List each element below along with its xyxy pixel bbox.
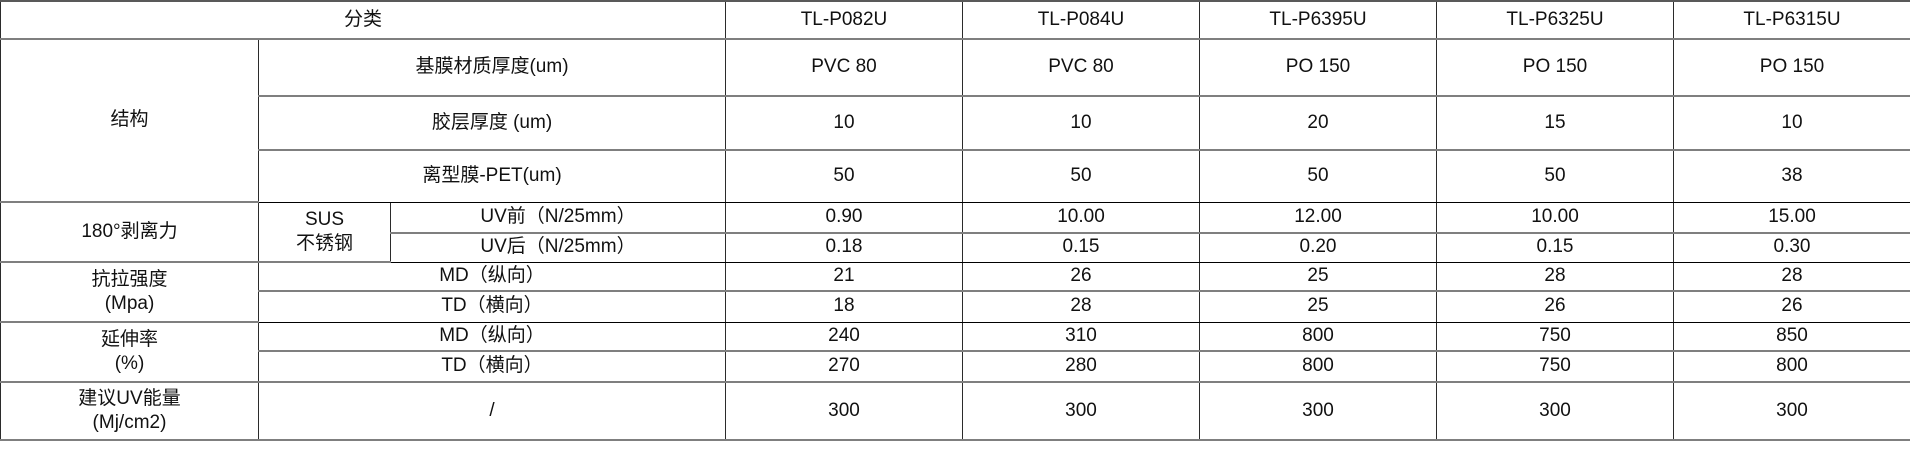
row-elongation-md: 延伸率 (%) MD（纵向） 240 310 800 750 850 [0,322,1910,383]
uv-energy-slash: / [258,382,726,441]
cell-elongation-md-4: 750 [1436,322,1674,352]
cell-tensile-md-4: 28 [1436,262,1674,292]
cell-release-4: 50 [1436,150,1674,203]
cell-base-film-4: PO 150 [1436,39,1674,97]
cell-uv-energy-2: 300 [962,382,1200,441]
cell-adhesive-4: 15 [1436,96,1674,151]
cell-release-1: 50 [725,150,963,203]
row-label-tensile-md: MD（纵向） [258,262,726,292]
cell-elongation-td-5: 800 [1673,351,1910,383]
cell-base-film-1: PVC 80 [725,39,963,97]
cell-elongation-md-2: 310 [962,322,1200,352]
cell-uv-before-1: 0.90 [725,202,963,234]
row-elongation-td: TD（横向） 270 280 800 750 800 [1,351,1910,383]
cell-base-film-2: PVC 80 [962,39,1200,97]
cell-uv-energy-4: 300 [1436,382,1674,441]
cell-tensile-td-3: 25 [1199,291,1437,323]
cell-tensile-md-2: 26 [962,262,1200,292]
cell-elongation-td-2: 280 [962,351,1200,383]
row-uv-energy: 建议UV能量 (Mj/cm2) / 300 300 300 300 300 [0,382,1910,441]
product-header-tl-p6395u: TL-P6395U [1199,0,1437,40]
row-tensile-md: 抗拉强度 (Mpa) MD（纵向） 21 26 25 28 28 [0,262,1910,323]
row-label-uv-before: UV前（N/25mm） [390,202,726,234]
cell-tensile-td-2: 28 [962,291,1200,323]
cell-uv-after-2: 0.15 [962,233,1200,263]
row-label-tensile-td: TD（横向） [258,291,726,323]
cell-elongation-md-1: 240 [725,322,963,352]
row-label-uv-after: UV后（N/25mm） [390,233,726,263]
category-header: 分类 [0,0,726,40]
row-label-elongation-td: TD（横向） [258,351,726,383]
group-elongation: 延伸率 (%) [0,322,259,383]
group-uv-energy-line1: 建议UV能量 [78,388,181,410]
header-row: 分类 TL-P082U TL-P084U TL-P6395U TL-P6325U… [0,0,1910,40]
cell-elongation-td-3: 800 [1199,351,1437,383]
cell-release-5: 38 [1673,150,1910,203]
group-peel-force: 180°剥离力 [0,202,259,263]
cell-base-film-5: PO 150 [1673,39,1910,97]
cell-uv-after-4: 0.15 [1436,233,1674,263]
cell-tensile-md-3: 25 [1199,262,1437,292]
group-uv-energy-line2: (Mj/cm2) [92,412,167,433]
cell-base-film-3: PO 150 [1199,39,1437,97]
cell-uv-after-1: 0.18 [725,233,963,263]
cell-elongation-td-1: 270 [725,351,963,383]
cell-uv-before-4: 10.00 [1436,202,1674,234]
row-label-base-film: 基膜材质厚度(um) [258,39,726,97]
group-tensile-line2: (Mpa) [104,293,155,314]
cell-tensile-td-5: 26 [1673,291,1910,323]
row-label-adhesive-thickness: 胶层厚度 (um) [258,96,726,151]
group-tensile-line1: 抗拉强度 [91,269,168,291]
substrate-line2: 不锈钢 [295,232,353,254]
product-header-tl-p6315u: TL-P6315U [1673,0,1910,40]
product-header-tl-p084u: TL-P084U [962,0,1200,40]
product-spec-table: 分类 TL-P082U TL-P084U TL-P6395U TL-P6325U… [0,0,1910,441]
cell-uv-energy-1: 300 [725,382,963,441]
cell-adhesive-5: 10 [1673,96,1910,151]
cell-uv-energy-5: 300 [1673,382,1910,441]
row-peel-uv-after: UV后（N/25mm） 0.18 0.15 0.20 0.15 0.30 [1,233,1910,263]
product-header-tl-p082u: TL-P082U [725,0,963,40]
cell-uv-after-3: 0.20 [1199,233,1437,263]
cell-uv-energy-3: 300 [1199,382,1437,441]
group-elongation-line2: (%) [114,353,145,374]
group-tensile-strength: 抗拉强度 (Mpa) [0,262,259,323]
cell-release-3: 50 [1199,150,1437,203]
cell-tensile-md-5: 28 [1673,262,1910,292]
substrate-sus: SUS 不锈钢 [258,202,391,263]
cell-uv-before-2: 10.00 [962,202,1200,234]
cell-tensile-td-1: 18 [725,291,963,323]
cell-elongation-md-5: 850 [1673,322,1910,352]
cell-tensile-td-4: 26 [1436,291,1674,323]
cell-release-2: 50 [962,150,1200,203]
product-header-tl-p6325u: TL-P6325U [1436,0,1674,40]
cell-uv-before-5: 15.00 [1673,202,1910,234]
cell-adhesive-2: 10 [962,96,1200,151]
cell-adhesive-1: 10 [725,96,963,151]
cell-tensile-md-1: 21 [725,262,963,292]
substrate-line1: SUS [304,209,345,230]
cell-elongation-td-4: 750 [1436,351,1674,383]
cell-uv-before-3: 12.00 [1199,202,1437,234]
row-base-film: 结构 基膜材质厚度(um) PVC 80 PVC 80 PO 150 PO 15… [0,39,1910,203]
cell-elongation-md-3: 800 [1199,322,1437,352]
row-label-release-liner: 离型膜-PET(um) [258,150,726,203]
group-elongation-line1: 延伸率 [100,329,158,351]
row-tensile-td: TD（横向） 18 28 25 26 26 [1,291,1910,323]
row-label-elongation-md: MD（纵向） [258,322,726,352]
row-adhesive-thickness: 胶层厚度 (um) 10 10 20 15 10 [1,96,1910,151]
group-structure: 结构 [0,39,259,203]
row-release-liner: 离型膜-PET(um) 50 50 50 50 38 [1,150,1910,203]
row-peel-uv-before: 180°剥离力 SUS 不锈钢 UV前（N/25mm） 0.90 10.00 1… [0,202,1910,263]
group-uv-energy: 建议UV能量 (Mj/cm2) [0,382,259,441]
cell-adhesive-3: 20 [1199,96,1437,151]
cell-uv-after-5: 0.30 [1673,233,1910,263]
